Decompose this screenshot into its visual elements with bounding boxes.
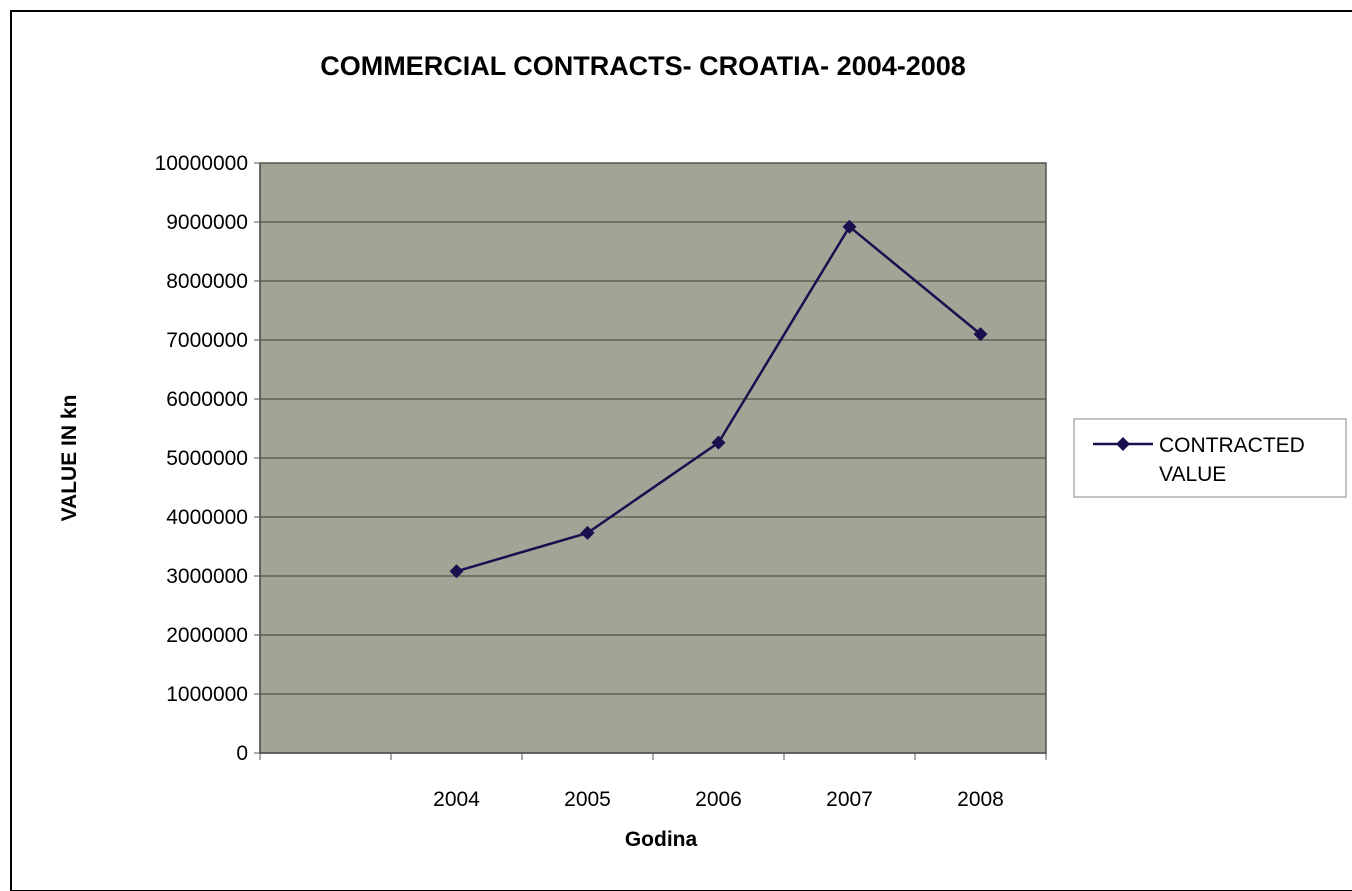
x-tick-label: 2007 [826, 788, 873, 811]
x-tick-label: 2004 [433, 788, 480, 811]
y-axis-title: VALUE IN kn [58, 395, 81, 522]
y-tick-label: 2000000 [166, 624, 248, 647]
data-point-marker [449, 564, 464, 579]
y-tick-label: 3000000 [166, 565, 248, 588]
chart-title: COMMERCIAL CONTRACTS- CROATIA- 2004-2008 [320, 51, 966, 81]
legend-marker [1116, 437, 1130, 451]
data-point-marker [711, 435, 726, 450]
x-tick-label: 2008 [957, 788, 1004, 811]
y-tick-label: 10000000 [155, 152, 248, 175]
legend-label-line-1: CONTRACTED [1159, 434, 1305, 457]
legend-box [1073, 418, 1347, 498]
data-point-marker [842, 219, 857, 234]
y-tick-label: 6000000 [166, 388, 248, 411]
axes [254, 162, 1047, 760]
x-tick-labels: 2004 2005 2006 2007 2008 [433, 788, 1004, 811]
y-tick-label: 0 [236, 742, 248, 765]
y-tick-label: 8000000 [166, 270, 248, 293]
chart-border [10, 10, 1352, 891]
legend: CONTRACTED VALUE [1073, 418, 1347, 498]
y-tick-label: 1000000 [166, 683, 248, 706]
data-point-marker [973, 327, 988, 342]
x-axis-title: Godina [625, 828, 698, 851]
legend-label-line-2: VALUE [1159, 463, 1226, 486]
x-tick-label: 2006 [695, 788, 742, 811]
y-tick-label: 7000000 [166, 329, 248, 352]
y-tick-labels: 0 1000000 2000000 3000000 4000000 5000000 6000… [155, 152, 248, 765]
series-contracted-value [449, 219, 988, 579]
data-point-marker [580, 525, 595, 540]
x-tick-label: 2005 [564, 788, 611, 811]
y-tick-label: 5000000 [166, 447, 248, 470]
y-tick-label: 9000000 [166, 211, 248, 234]
y-tick-label: 4000000 [166, 506, 248, 529]
